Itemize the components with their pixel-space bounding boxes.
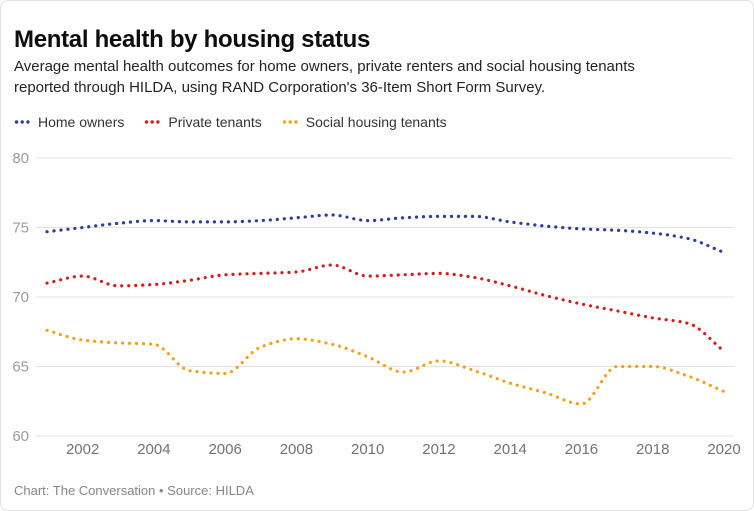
x-tick-label-2004: 2004 (137, 441, 170, 458)
x-tick-label-2016: 2016 (565, 441, 598, 458)
subtitle-line-2: reported through HILDA, using RAND Corpo… (14, 79, 546, 96)
chart-subtitle: Average mental health outcomes for home … (14, 56, 750, 98)
y-tick-label-70: 70 (12, 289, 29, 306)
subtitle-line-1: Average mental health outcomes for home … (14, 58, 635, 75)
series-line-home-owners (45, 213, 726, 255)
y-tick-label-80: 80 (12, 150, 29, 167)
legend-dots-icon (14, 120, 30, 124)
y-tick-label-75: 75 (12, 220, 29, 237)
x-tick-label-2002: 2002 (66, 441, 99, 458)
series-line-private-tenants (45, 263, 726, 353)
chart-legend: Home owners Private tenants Social housing… (14, 114, 447, 130)
x-tick-label-2012: 2012 (422, 441, 455, 458)
x-tick-label-2018: 2018 (636, 441, 669, 458)
legend-label: Home owners (38, 114, 125, 130)
legend-item-private-tenants: Private tenants (144, 114, 262, 130)
chart-footer: Chart: The Conversation • Source: HILDA (14, 483, 254, 498)
x-tick-label-2008: 2008 (280, 441, 313, 458)
y-tick-label-60: 60 (12, 428, 29, 445)
x-tick-label-2006: 2006 (208, 441, 241, 458)
chart-canvas: 60 65 70 75 80 2002 2004 2006 2008 2010 2012 2014 20… (12, 150, 740, 458)
series-line-social-housing-tenants (45, 328, 726, 406)
legend-dots-icon (145, 120, 160, 124)
legend-item-social-housing-tenants: Social housing tenants (282, 114, 447, 130)
page-title: Mental health by housing status (14, 26, 371, 54)
legend-label: Private tenants (168, 114, 262, 130)
x-tick-label-2014: 2014 (494, 441, 527, 458)
x-tick-label-2020: 2020 (707, 441, 740, 458)
legend-item-home-owners: Home owners (14, 114, 124, 130)
legend-label: Social housing tenants (305, 114, 447, 130)
x-tick-label-2010: 2010 (351, 441, 384, 458)
y-tick-label-65: 65 (12, 359, 29, 376)
legend-dots-icon (282, 120, 298, 124)
